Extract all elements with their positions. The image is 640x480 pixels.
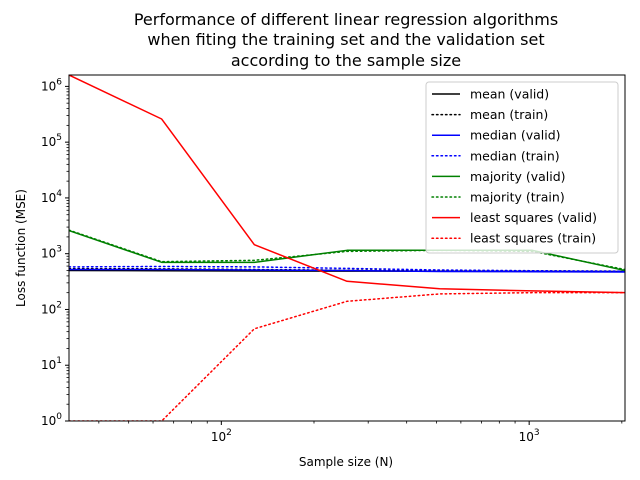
legend-label-median-valid: median (valid) <box>470 128 561 143</box>
legend-frame <box>425 81 619 254</box>
legend-label-least-squares-valid: least squares (valid) <box>470 210 597 225</box>
series-line-median-train <box>69 265 625 272</box>
chart-title-line-1: Performance of different linear regressi… <box>134 10 558 29</box>
legend-label-least-squares-train: least squares (train) <box>470 231 596 246</box>
y-tick-label: 103 <box>41 245 62 261</box>
x-axis-ticks: 102 103 <box>211 421 540 444</box>
y-tick-label: 101 <box>41 356 62 372</box>
legend: mean (valid) mean (train) median (valid) me… <box>425 81 619 254</box>
x-tick-label: 102 <box>211 428 232 444</box>
x-tick-label: 103 <box>519 428 540 444</box>
y-tick-label: 106 <box>41 77 62 93</box>
y-tick-label: 105 <box>41 133 62 149</box>
series-line-least-squares-valid <box>69 75 625 294</box>
legend-label-median-train: median (train) <box>470 148 560 163</box>
x-axis-label: Sample size (N) <box>299 455 393 469</box>
legend-label-majority-train: majority (train) <box>470 190 565 205</box>
chart-title-line-3: according to the sample size <box>231 51 461 70</box>
chart-title-line-2: when fiting the training set and the val… <box>147 30 544 49</box>
legend-label-majority-valid: majority (valid) <box>470 169 566 184</box>
series-line-least-squares-train <box>69 291 625 421</box>
y-axis-ticks: 100 101 102 103 104 105 106 <box>41 77 69 428</box>
plot-frame <box>68 74 626 422</box>
series-line-median-valid <box>69 268 625 273</box>
legend-label-mean-train: mean (train) <box>470 107 548 122</box>
y-axis-label: Loss function (MSE) <box>14 189 28 307</box>
y-tick-label: 102 <box>41 300 62 316</box>
legend-label-mean-valid: mean (valid) <box>470 87 549 102</box>
y-tick-label: 104 <box>41 189 62 205</box>
y-tick-label: 100 <box>41 412 62 428</box>
